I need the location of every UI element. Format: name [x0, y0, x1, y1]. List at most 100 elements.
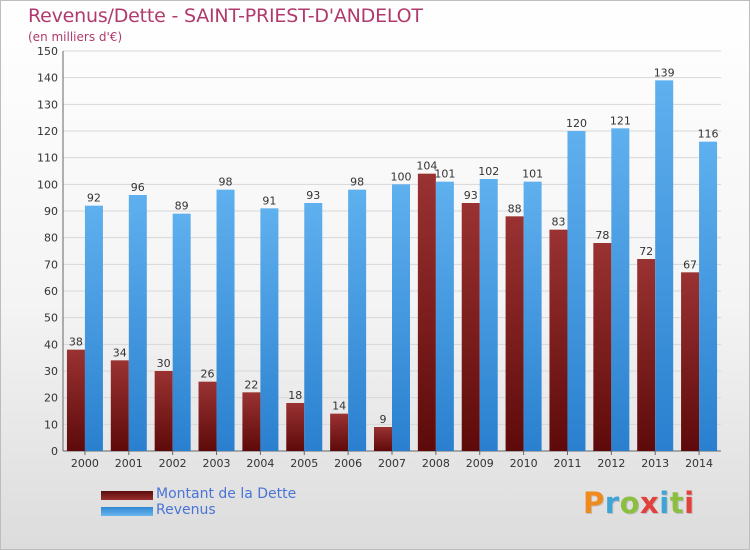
data-label-revenus: 98 — [350, 176, 364, 189]
x-tick-label: 2011 — [553, 457, 581, 470]
data-label-revenus: 93 — [306, 189, 320, 202]
data-label-revenus: 98 — [219, 176, 233, 189]
data-label-revenus: 102 — [478, 165, 499, 178]
logo-letter: r — [604, 486, 620, 520]
x-tick-label: 2001 — [115, 457, 143, 470]
legend-label-revenus: Revenus — [156, 502, 216, 518]
bar-revenus — [567, 131, 586, 451]
data-label-revenus: 89 — [175, 200, 189, 213]
x-tick-label: 2002 — [159, 457, 187, 470]
data-label-dette: 22 — [244, 378, 258, 391]
y-tick-label: 30 — [44, 365, 58, 378]
data-label-dette: 14 — [332, 400, 346, 413]
data-label-revenus: 116 — [698, 128, 719, 141]
legend-label-dette: Montant de la Dette — [156, 486, 297, 502]
data-label-dette: 93 — [464, 189, 478, 202]
bar-revenus — [172, 213, 191, 451]
data-label-dette: 34 — [113, 346, 127, 359]
bar-revenus — [128, 195, 147, 451]
y-tick-label: 100 — [37, 178, 58, 191]
x-tick-label: 2012 — [597, 457, 625, 470]
y-tick-label: 120 — [37, 125, 58, 138]
y-tick-label: 110 — [37, 152, 58, 165]
data-label-dette: 78 — [595, 229, 609, 242]
bar-revenus — [435, 181, 454, 451]
data-label-dette: 67 — [683, 258, 697, 271]
data-label-dette: 30 — [157, 357, 171, 370]
bar-dette — [549, 229, 568, 451]
bar-dette — [242, 392, 261, 451]
logo-letter: i — [659, 486, 670, 520]
data-label-dette: 72 — [639, 245, 653, 258]
bar-dette — [417, 173, 436, 451]
x-tick-label: 2007 — [378, 457, 406, 470]
legend-swatch-dette — [101, 491, 153, 500]
y-tick-label: 90 — [44, 205, 58, 218]
bar-dette — [154, 371, 173, 451]
x-tick-label: 2005 — [290, 457, 318, 470]
logo-letter: i — [684, 486, 695, 520]
x-tick-label: 2013 — [641, 457, 669, 470]
data-label-revenus: 92 — [87, 192, 101, 205]
bar-dette — [198, 381, 217, 451]
x-tick-label: 2009 — [466, 457, 494, 470]
data-label-revenus: 96 — [131, 181, 145, 194]
x-tick-label: 2010 — [510, 457, 538, 470]
logo-letter: o — [619, 486, 641, 520]
x-tick-label: 2000 — [71, 457, 99, 470]
bar-dette — [110, 360, 129, 451]
legend-swatch-revenus — [101, 507, 153, 516]
bar-revenus — [216, 189, 235, 451]
y-tick-label: 130 — [37, 98, 58, 111]
bar-dette — [66, 349, 85, 451]
data-label-dette: 104 — [416, 160, 437, 173]
y-tick-label: 50 — [44, 312, 58, 325]
bar-revenus — [479, 179, 498, 451]
bar-revenus — [655, 80, 674, 451]
data-label-dette: 18 — [288, 389, 302, 402]
x-tick-label: 2004 — [246, 457, 274, 470]
logo-letter: P — [583, 486, 605, 520]
data-label-dette: 38 — [69, 336, 83, 349]
data-label-revenus: 139 — [654, 66, 675, 79]
chart-title: Revenus/Dette - SAINT-PRIEST-D'ANDELOT — [28, 5, 423, 27]
bar-dette — [330, 413, 349, 451]
data-label-revenus: 91 — [262, 194, 276, 207]
bar-dette — [505, 216, 524, 451]
bar-dette — [374, 427, 392, 451]
bar-revenus — [392, 184, 410, 452]
y-tick-label: 150 — [37, 45, 58, 58]
data-label-revenus: 100 — [391, 170, 412, 183]
x-tick-label: 2006 — [334, 457, 362, 470]
bar-dette — [637, 259, 656, 451]
bar-revenus — [611, 128, 630, 451]
data-label-revenus: 120 — [566, 117, 587, 130]
y-tick-label: 0 — [51, 445, 58, 458]
data-label-dette: 83 — [551, 216, 565, 229]
bar-revenus — [84, 205, 103, 451]
data-label-revenus: 101 — [522, 168, 543, 181]
data-label-dette: 88 — [508, 202, 522, 215]
y-tick-label: 80 — [44, 232, 58, 245]
y-tick-label: 60 — [44, 285, 58, 298]
logo-letter: x — [640, 486, 660, 520]
bar-revenus — [523, 181, 542, 451]
data-label-revenus: 121 — [610, 114, 631, 127]
data-label-revenus: 101 — [434, 168, 455, 181]
x-tick-label: 2008 — [422, 457, 450, 470]
y-tick-label: 40 — [44, 338, 58, 351]
y-tick-label: 70 — [44, 258, 58, 271]
y-tick-label: 10 — [44, 418, 58, 431]
chart-subtitle: (en milliers d'€) — [28, 30, 123, 44]
y-tick-label: 140 — [37, 72, 58, 85]
bar-revenus — [348, 189, 367, 451]
y-tick-label: 20 — [44, 392, 58, 405]
data-label-dette: 26 — [201, 368, 215, 381]
data-label-dette: 9 — [380, 413, 387, 426]
x-tick-label: 2014 — [685, 457, 713, 470]
logo-letter: t — [669, 486, 685, 520]
bar-dette — [286, 403, 305, 451]
bar-dette — [681, 272, 700, 451]
